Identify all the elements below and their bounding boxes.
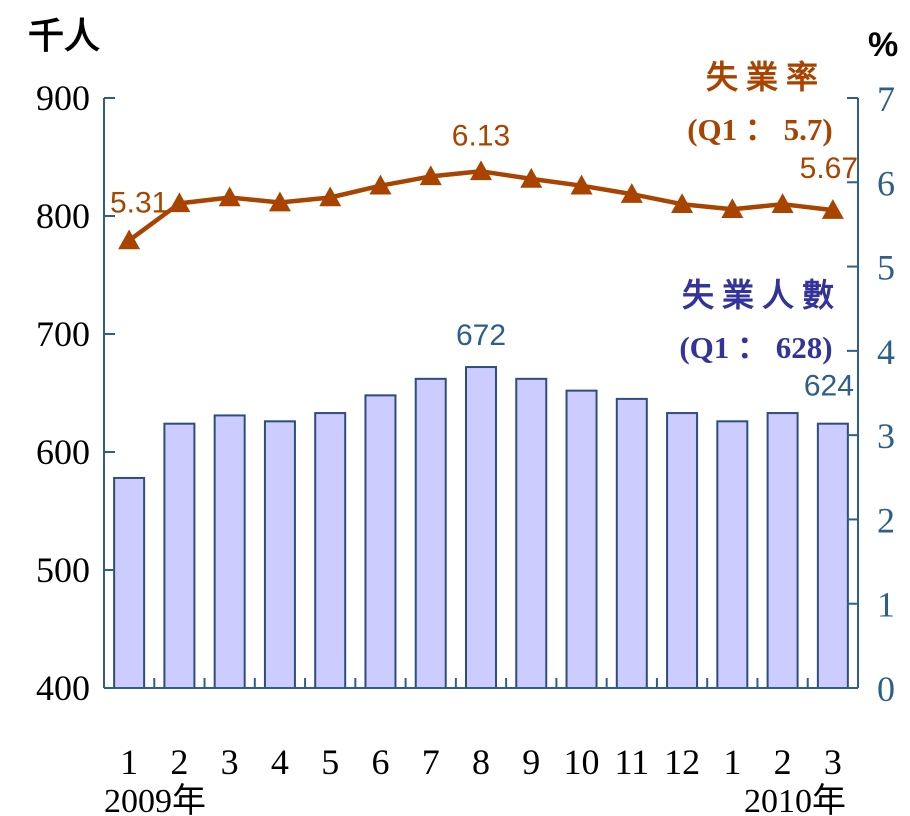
right-axis-tick-label: 5 [877,248,895,288]
right-axis-tick-label: 0 [877,669,895,709]
rate-point-2 [168,192,191,213]
legend-count-label: 失 業 人 數 [682,277,834,313]
x-axis-tick-label: 12 [664,742,700,782]
bar-1 [113,476,146,689]
count-data-label: 672 [456,319,506,352]
right-axis-tick-label: 4 [877,332,895,372]
year-label-2009: 2009年 [104,782,206,816]
right-axis-tick-label: 1 [877,585,895,625]
x-axis-tick-label: 7 [422,742,440,782]
legend-rate-label: 失 業 率 [706,59,818,95]
bar-7 [414,377,447,689]
rate-point-11 [620,183,643,203]
x-axis-tick-label: 2 [774,742,792,782]
bar-4 [263,420,296,689]
labels-layer: 5.31 6.13 5.67 672 624 [110,119,858,402]
rate-data-label: 5.67 [800,152,858,185]
rate-point-1 [118,229,141,250]
x-axis-tick-label: 5 [321,742,339,782]
rate-point-8 [470,160,492,181]
x-axis-tick-label: 4 [271,742,289,782]
rate-point-7 [419,165,442,186]
bar-13 [716,420,749,689]
rate-point-4 [268,191,291,212]
bar-15 [816,422,849,689]
rate-point-14 [771,193,794,213]
x-axis-tick-label: 6 [371,742,389,782]
rate-point-13 [721,198,744,219]
x-axis-tick-label: 8 [472,742,490,782]
left-axis-tick-label: 800 [36,196,90,236]
x-axis-tick-label: 10 [564,742,600,782]
bar-12 [666,412,699,689]
rate-data-label: 6.13 [452,119,510,152]
right-axis-tick-label: 6 [877,163,895,203]
bar-5 [314,412,347,689]
rate-data-label: 5.31 [110,186,168,219]
bars-layer [113,366,849,689]
rate-point-3 [218,186,241,207]
x-axis-tick-label: 3 [221,742,239,782]
left-axis-unit: 千人 [28,16,100,56]
rate-point-12 [671,193,694,213]
x-axis-tick-label: 1 [120,742,138,782]
count-data-label: 624 [804,370,854,403]
x-axis-tick-label: 2 [170,742,188,782]
rate-point-9 [520,167,543,188]
bar-2 [163,422,196,689]
left-axis-tick-label: 500 [36,550,90,590]
rate-point-15 [821,199,844,219]
right-axis-unit: % [868,26,898,64]
x-axis-tick-label: 1 [723,742,741,782]
year-label-2010: 2010年 [744,782,846,816]
rate-line-layer [118,160,844,250]
rate-point-10 [570,174,593,195]
x-axis-tick-label: 11 [614,742,649,782]
bar-9 [515,377,548,689]
legend-rate-q1: (Q1 ： 5.7) [687,112,833,147]
left-axis-tick-label: 700 [36,314,90,354]
bar-6 [364,394,397,689]
right-axis-tick-label: 2 [877,500,895,540]
bar-14 [766,412,799,689]
left-axis-tick-label: 600 [36,432,90,472]
right-axis-tick-label: 3 [877,416,895,456]
bar-11 [615,397,648,689]
rate-point-5 [319,186,342,207]
left-axis-tick-label: 400 [36,668,90,708]
bar-10 [565,389,598,689]
x-axis-tick-label: 9 [522,742,540,782]
legend-count-q1: (Q1 ： 628) [679,330,832,365]
left-axis-tick-label: 900 [36,78,90,118]
rate-point-6 [369,174,392,195]
x-axis-tick-label: 3 [824,742,842,782]
bar-3 [213,414,246,689]
bar-8 [465,366,497,689]
right-axis-tick-label: 7 [877,79,895,119]
